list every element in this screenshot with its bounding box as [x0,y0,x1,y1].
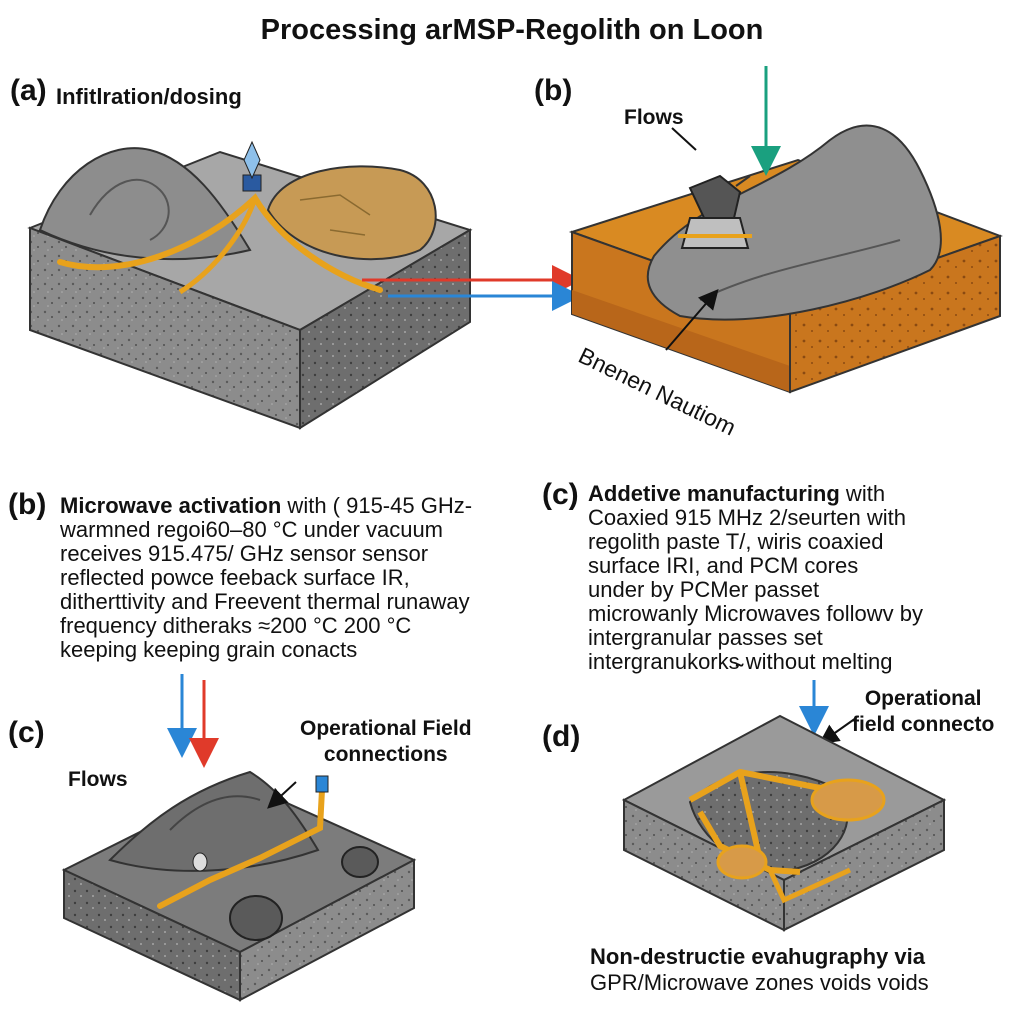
panel-d-block [621,714,947,932]
panel-c-text-line-6: intergranular passes set [588,625,823,650]
panel-c-text-line-4: under by PCMer passet [588,577,820,602]
panel-c-text-block: Addetive manufacturing with Coaxied 915 … [588,482,923,674]
panel-d-caption-bold: Non-destructie evahugraphy via [590,944,925,969]
panel-b-text-line-4: ditherttivity and Freevent thermal runaw… [60,589,470,614]
panel-d-caption: GPR/Microwave zones voids voids [590,970,929,995]
panel-b-text-letter: (b) [8,488,47,521]
panel-c-text-line-3: surface IRI, and PCM cores [588,553,859,578]
panel-b-text-line-1: warmned regoi60–80 °C under vacuum [60,517,444,542]
panel-d-letter: (d) [542,720,581,753]
panel-b-text-line-6: keeping keeping grain conacts [60,637,358,662]
panel-b-flows-leader [671,127,697,151]
panel-b-text-line-2: receives 915.475/ GHz sensor sensor [60,541,429,566]
figure-title: Processing arMSP-Regolith on Loon [260,14,764,46]
panel-b-text-line-5: frequency ditheraks ≈200 °C 200 °C [60,613,412,638]
panel-c-flows-label: Flows [68,768,128,791]
panel-c-connections-label: Operational Field connections [300,717,472,766]
panel-c-text-line-5: microwanly Microwaves followv by [588,601,923,626]
panel-c-connections-leader [267,781,297,809]
panel-c-text-line-1: Coaxied 915 MHz 2/seurten with [588,505,906,530]
panel-a-block [27,140,473,430]
panel-a-letter: (a) [10,74,47,107]
panel-a-title: Infitlration/dosing [56,84,242,109]
panel-c-text-line-7: intergranukorks̴̴̴ without melting [588,649,893,674]
panel-c-text-letter: (c) [542,478,579,511]
panel-c-bottom-letter: (c) [8,716,45,749]
panel-c-block [61,770,417,1002]
panel-c-text-heading: Addetive manufacturing [588,481,840,506]
panel-d-field-label: Operational field connecto [852,687,995,736]
panel-b-text-block: Microwave activation with ( 915-45 GHz- … [60,494,472,662]
panel-b-top-letter: (b) [534,74,573,107]
panel-c-text-line-2: regolith paste T/, wiris coaxied [588,529,884,554]
panel-c-text-line-0: Addetive manufacturing with [588,481,886,506]
panel-b-text-heading: Microwave activation [60,493,282,518]
panel-b-rotated-leader [665,288,719,351]
panel-d-field-leader [818,717,857,745]
panel-b-flows-label: Flows [624,106,684,129]
panel-b-text-line-0: Microwave activation with ( 915-45 GHz- [60,493,473,518]
panel-b-block [568,124,1003,394]
panel-b-text-line-3: reflected powce feeback surface IR, [60,565,410,590]
